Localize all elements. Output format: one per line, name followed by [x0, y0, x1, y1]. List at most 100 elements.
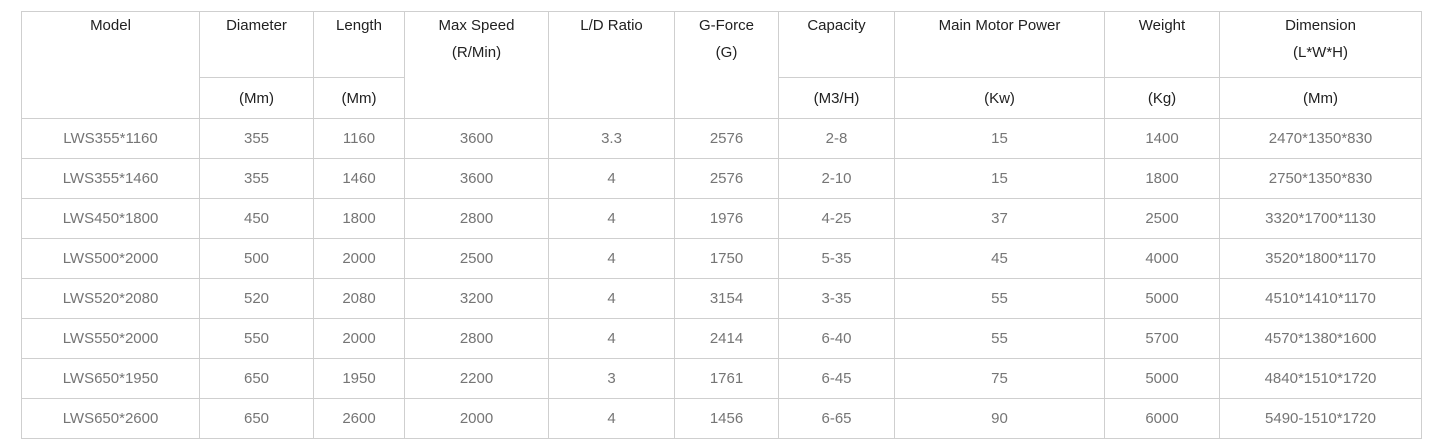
cell-diameter: 450	[199, 198, 314, 239]
cell-diameter: 355	[199, 158, 314, 199]
units-row: (Mm) (Mm) (M3/H) (Kw) (Kg) (Mm)	[22, 77, 1422, 119]
cell-diameter: 650	[199, 398, 314, 439]
column-unit-length: (Mm)	[313, 77, 405, 119]
column-header-model: Model	[21, 11, 200, 119]
cell-weight: 1800	[1104, 158, 1220, 199]
spec-table: Model Diameter Length Max Speed (R/Min) …	[21, 11, 1422, 439]
cell-model: LWS355*1460	[21, 158, 200, 199]
cell-ld-ratio: 4	[548, 158, 675, 199]
cell-capacity: 4-25	[778, 198, 895, 239]
cell-length: 2600	[313, 398, 405, 439]
cell-main-motor-power: 37	[894, 198, 1105, 239]
column-header-g-force-unit: (G)	[715, 44, 738, 61]
cell-g-force: 2576	[674, 118, 779, 159]
column-header-max-speed-unit: (R/Min)	[451, 44, 502, 61]
cell-weight: 1400	[1104, 118, 1220, 159]
cell-max-speed: 2500	[404, 238, 549, 279]
column-unit-dimension: (Mm)	[1219, 77, 1422, 119]
cell-weight: 4000	[1104, 238, 1220, 279]
cell-g-force: 1456	[674, 398, 779, 439]
cell-weight: 5000	[1104, 358, 1220, 399]
cell-main-motor-power: 45	[894, 238, 1105, 279]
cell-max-speed: 2200	[404, 358, 549, 399]
cell-max-speed: 3600	[404, 158, 549, 199]
cell-main-motor-power: 75	[894, 358, 1105, 399]
table-row: LWS650*1950 650 1950 2200 3 1761 6-45 75…	[21, 358, 1422, 399]
column-header-capacity: Capacity	[778, 11, 895, 78]
cell-model: LWS650*2600	[21, 398, 200, 439]
cell-capacity: 5-35	[778, 238, 895, 279]
cell-dimension: 4510*1410*1170	[1219, 278, 1422, 319]
column-header-dimension: Dimension (L*W*H)	[1219, 11, 1422, 78]
column-header-length: Length	[313, 11, 405, 78]
cell-ld-ratio: 4	[548, 318, 675, 359]
column-header-main-motor-power: Main Motor Power	[894, 11, 1105, 78]
cell-weight: 5000	[1104, 278, 1220, 319]
table-header: Model Diameter Length Max Speed (R/Min) …	[21, 11, 1422, 119]
column-header-max-speed: Max Speed (R/Min)	[404, 11, 549, 119]
cell-length: 1460	[313, 158, 405, 199]
table-row: LWS355*1160 355 1160 3600 3.3 2576 2-8 1…	[21, 118, 1422, 159]
cell-dimension: 2470*1350*830	[1219, 118, 1422, 159]
table-row: LWS520*2080 520 2080 3200 4 3154 3-35 55…	[21, 278, 1422, 319]
table-row: LWS355*1460 355 1460 3600 4 2576 2-10 15…	[21, 158, 1422, 199]
table-row: LWS500*2000 500 2000 2500 4 1750 5-35 45…	[21, 238, 1422, 279]
cell-capacity: 6-40	[778, 318, 895, 359]
cell-dimension: 2750*1350*830	[1219, 158, 1422, 199]
cell-g-force: 3154	[674, 278, 779, 319]
cell-capacity: 2-8	[778, 118, 895, 159]
cell-ld-ratio: 4	[548, 238, 675, 279]
cell-main-motor-power: 55	[894, 278, 1105, 319]
cell-main-motor-power: 15	[894, 158, 1105, 199]
column-header-weight: Weight	[1104, 11, 1220, 78]
cell-ld-ratio: 4	[548, 198, 675, 239]
cell-diameter: 520	[199, 278, 314, 319]
column-header-g-force: G-Force (G)	[674, 11, 779, 119]
cell-ld-ratio: 3	[548, 358, 675, 399]
cell-max-speed: 3200	[404, 278, 549, 319]
cell-length: 2000	[313, 318, 405, 359]
cell-dimension: 3320*1700*1130	[1219, 198, 1422, 239]
column-header-dimension-label: Dimension	[1285, 17, 1356, 34]
table-row: LWS450*1800 450 1800 2800 4 1976 4-25 37…	[21, 198, 1422, 239]
cell-diameter: 355	[199, 118, 314, 159]
cell-ld-ratio: 3.3	[548, 118, 675, 159]
cell-capacity: 2-10	[778, 158, 895, 199]
column-unit-capacity: (M3/H)	[778, 77, 895, 119]
column-unit-main-motor-power: (Kw)	[894, 77, 1105, 119]
table-row: LWS550*2000 550 2000 2800 4 2414 6-40 55…	[21, 318, 1422, 359]
cell-capacity: 3-35	[778, 278, 895, 319]
cell-model: LWS355*1160	[21, 118, 200, 159]
cell-g-force: 1750	[674, 238, 779, 279]
column-header-dimension-sublabel: (L*W*H)	[1293, 44, 1348, 61]
cell-length: 2000	[313, 238, 405, 279]
column-header-g-force-label: G-Force	[698, 17, 754, 34]
cell-main-motor-power: 90	[894, 398, 1105, 439]
cell-capacity: 6-65	[778, 398, 895, 439]
cell-dimension: 4840*1510*1720	[1219, 358, 1422, 399]
column-header-diameter: Diameter	[199, 11, 314, 78]
header-row: Model Diameter Length Max Speed (R/Min) …	[21, 11, 1422, 119]
column-header-ld-ratio: L/D Ratio	[548, 11, 675, 119]
cell-weight: 6000	[1104, 398, 1220, 439]
cell-ld-ratio: 4	[548, 398, 675, 439]
cell-ld-ratio: 4	[548, 278, 675, 319]
cell-model: LWS650*1950	[21, 358, 200, 399]
cell-length: 1950	[313, 358, 405, 399]
cell-length: 1800	[313, 198, 405, 239]
cell-model: LWS550*2000	[21, 318, 200, 359]
cell-max-speed: 2800	[404, 318, 549, 359]
cell-main-motor-power: 15	[894, 118, 1105, 159]
cell-dimension: 4570*1380*1600	[1219, 318, 1422, 359]
cell-main-motor-power: 55	[894, 318, 1105, 359]
cell-length: 2080	[313, 278, 405, 319]
table-row: LWS650*2600 650 2600 2000 4 1456 6-65 90…	[21, 398, 1422, 439]
table-body: LWS355*1160 355 1160 3600 3.3 2576 2-8 1…	[21, 118, 1422, 439]
cell-diameter: 650	[199, 358, 314, 399]
cell-g-force: 2576	[674, 158, 779, 199]
column-header-max-speed-label: Max Speed	[438, 17, 515, 34]
cell-model: LWS520*2080	[21, 278, 200, 319]
cell-diameter: 550	[199, 318, 314, 359]
cell-length: 1160	[313, 118, 405, 159]
